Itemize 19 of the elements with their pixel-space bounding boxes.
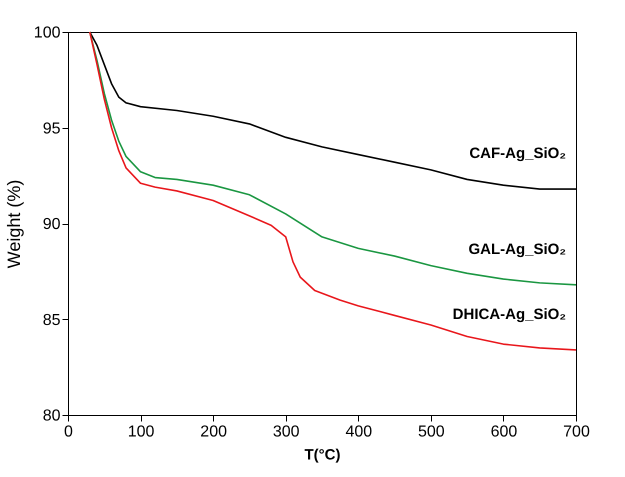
x-tick-label: 400 <box>345 424 372 440</box>
x-tick-label: 100 <box>128 424 155 440</box>
series-label: DHICA-Ag_SiO₂ <box>452 306 566 323</box>
y-tick-label: 90 <box>42 216 61 233</box>
x-tick-label: 600 <box>490 424 518 440</box>
y-tick-label: 95 <box>42 120 61 138</box>
y-tick-label: 100 <box>34 24 61 42</box>
series-label: GAL-Ag_SiO₂ <box>468 240 566 258</box>
line-series <box>88 31 577 351</box>
y-tick-label: 80 <box>42 408 61 424</box>
x-axis-title: T(°C) <box>304 446 340 464</box>
x-tick-label: 0 <box>64 424 74 440</box>
x-tick-label: 500 <box>418 424 445 440</box>
y-tick-label: 85 <box>42 312 61 329</box>
x-tick-label: 200 <box>200 424 228 440</box>
x-tick-label: 700 <box>563 424 590 440</box>
series-label: CAF-Ag_SiO₂ <box>469 145 566 162</box>
y-axis-title: Weight (%) <box>4 180 24 268</box>
x-tick-label: 300 <box>272 424 300 440</box>
